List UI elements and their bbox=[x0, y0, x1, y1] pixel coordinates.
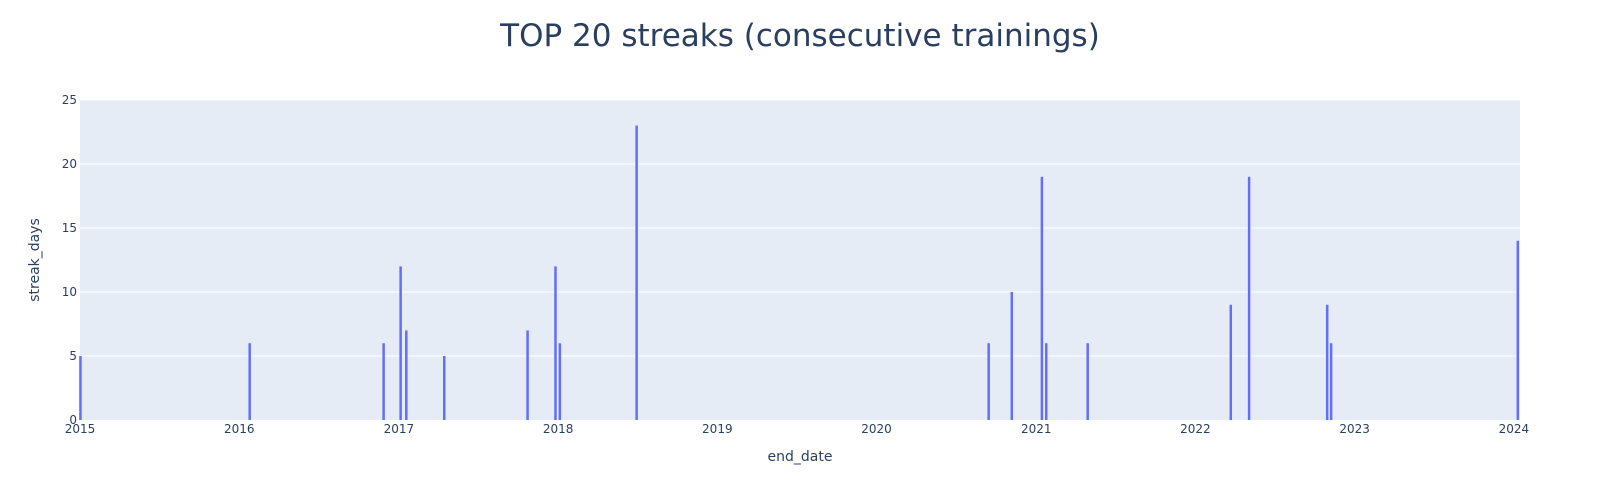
x-tick-label: 2022 bbox=[1180, 422, 1211, 436]
bars bbox=[79, 125, 1520, 420]
x-tick-label: 2024 bbox=[1499, 422, 1530, 436]
y-tick-label: 10 bbox=[62, 285, 77, 299]
y-tick-label: 20 bbox=[62, 157, 77, 171]
x-tick-label: 2018 bbox=[543, 422, 574, 436]
streak-bar bbox=[79, 356, 82, 420]
streak-bar bbox=[1516, 240, 1520, 420]
y-tick-label: 15 bbox=[62, 221, 77, 235]
x-axis-ticks: 2015 2016 2017 2018 2019 2020 2021 2022 2023 2024 bbox=[65, 422, 1529, 436]
streak-bar bbox=[382, 343, 385, 420]
streak-bar bbox=[1040, 176, 1044, 420]
y-tick-label: 25 bbox=[62, 93, 77, 107]
streak-bar bbox=[1329, 343, 1333, 420]
streak-bar bbox=[1086, 343, 1089, 420]
streak-bar bbox=[248, 343, 251, 420]
streak-bar bbox=[1229, 304, 1233, 420]
x-tick-label: 2019 bbox=[702, 422, 733, 436]
y-axis-title: streak_days bbox=[27, 218, 43, 302]
streak-bar bbox=[987, 343, 990, 420]
streak-bar bbox=[1247, 176, 1251, 420]
plot-background bbox=[80, 100, 1520, 420]
x-tick-label: 2023 bbox=[1339, 422, 1370, 436]
streak-bar bbox=[1325, 304, 1329, 420]
y-axis-ticks: 0 5 10 15 20 25 bbox=[62, 93, 77, 427]
x-tick-label: 2016 bbox=[224, 422, 255, 436]
streak-bar bbox=[405, 330, 408, 420]
x-axis-title: end_date bbox=[768, 449, 833, 465]
x-tick-label: 2015 bbox=[65, 422, 96, 436]
streak-bar bbox=[443, 356, 446, 420]
streak-bar bbox=[1045, 343, 1048, 420]
streak-bar bbox=[399, 266, 402, 420]
streak-bar bbox=[526, 330, 529, 420]
streak-bar bbox=[635, 125, 638, 420]
x-tick-label: 2021 bbox=[1021, 422, 1052, 436]
x-tick-label: 2017 bbox=[384, 422, 415, 436]
y-tick-label: 5 bbox=[69, 349, 77, 363]
y-tick-label: 0 bbox=[69, 413, 77, 427]
grid-lines bbox=[80, 99, 1520, 357]
streak-bar bbox=[554, 266, 557, 420]
streak-bar bbox=[558, 343, 562, 420]
x-tick-label: 2020 bbox=[861, 422, 892, 436]
streak-bar bbox=[1010, 292, 1014, 420]
chart-title: TOP 20 streaks (consecutive trainings) bbox=[499, 18, 1100, 54]
